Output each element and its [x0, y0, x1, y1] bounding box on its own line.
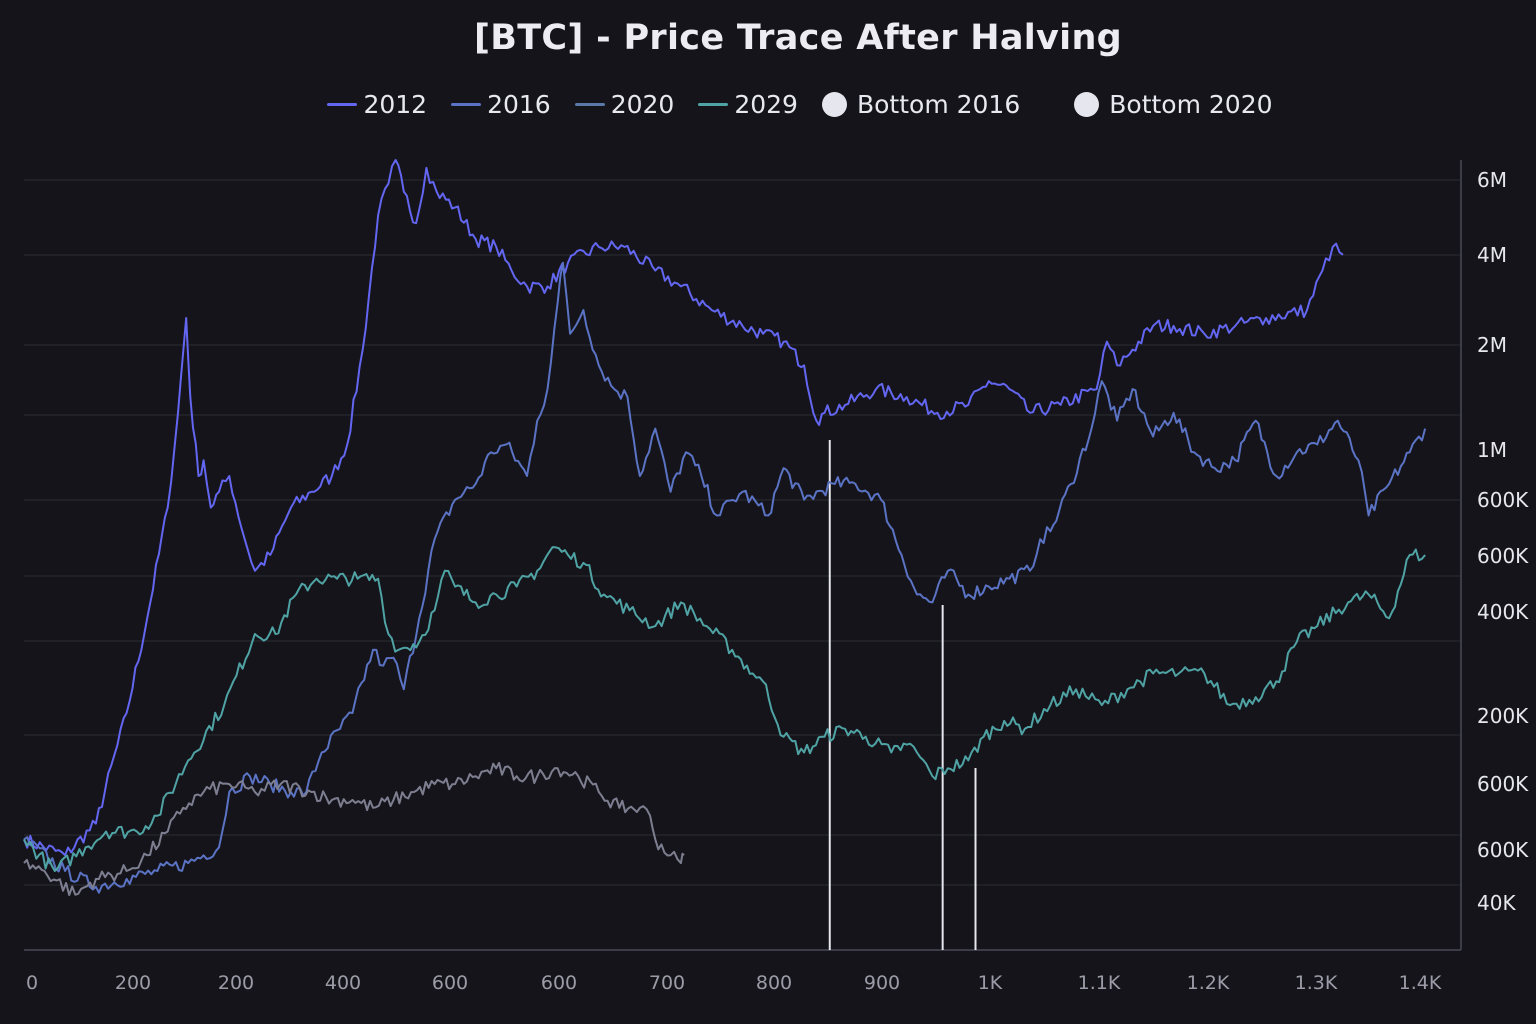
y-tick-label: 200K	[1477, 704, 1529, 728]
y-tick-label: 600K	[1477, 772, 1529, 796]
legend-swatch-line	[327, 103, 358, 106]
x-tick-label: 1.1K	[1078, 972, 1121, 994]
x-tick-label: 1.3K	[1295, 972, 1338, 994]
y-tick-label: 1M	[1477, 438, 1507, 462]
x-tick-label: 0	[26, 972, 38, 994]
legend-item-bottom-2020[interactable]: Bottom 2020	[1074, 90, 1273, 119]
x-tick-label: 200	[115, 972, 151, 994]
axis-layer	[24, 160, 1462, 951]
x-tick-label: 600	[432, 972, 468, 994]
legend-label: 2016	[487, 90, 551, 119]
y-axis-ticks: 6M 4M 2M 1M 600K 600K 400K 200K 600K 600K 40K	[1477, 168, 1529, 915]
legend-swatch-dot	[1074, 92, 1100, 117]
legend-swatch-line	[451, 103, 482, 106]
chart-legend: 2012 2016 2020 2029 Bottom 2016 Bottom 2…	[0, 90, 1536, 119]
y-tick-label: 600K	[1477, 488, 1529, 512]
y-tick-label: 6M	[1477, 168, 1507, 192]
x-tick-label: 1.4K	[1399, 972, 1442, 994]
series-layer	[23, 159, 1427, 896]
legend-item-2029[interactable]: 2029	[698, 90, 798, 119]
legend-item-bottom-2016[interactable]: Bottom 2016	[821, 90, 1021, 119]
grid-layer	[24, 179, 1461, 886]
x-tick-label: 600	[541, 972, 577, 994]
legend-label: Bottom 2020	[1109, 90, 1273, 119]
legend-swatch-line	[698, 103, 729, 106]
legend-item-2012[interactable]: 2012	[327, 90, 427, 119]
y-tick-label: 40K	[1477, 891, 1516, 915]
series-line-2029	[23, 761, 685, 896]
x-tick-label: 700	[649, 972, 685, 994]
x-tick-label: 200	[218, 972, 254, 994]
series-line-2020	[23, 546, 1426, 872]
x-tick-label: 800	[756, 972, 792, 994]
y-tick-label: 600K	[1477, 838, 1529, 862]
y-tick-label: 600K	[1477, 544, 1529, 568]
y-tick-label: 4M	[1477, 243, 1507, 267]
legend-swatch-line	[574, 103, 605, 106]
legend-label: 2029	[734, 90, 798, 119]
legend-label: 2020	[610, 90, 675, 119]
x-tick-label: 1.2K	[1187, 972, 1230, 994]
series-line-2016	[23, 261, 1427, 894]
legend-label: Bottom 2016	[856, 90, 1021, 119]
x-tick-label: 1K	[978, 972, 1003, 994]
x-tick-label: 900	[864, 972, 900, 994]
legend-item-2020[interactable]: 2020	[574, 90, 675, 119]
y-tick-label: 2M	[1477, 333, 1507, 357]
x-tick-label: 400	[325, 972, 361, 994]
legend-swatch-dot	[821, 92, 847, 117]
y-tick-label: 400K	[1477, 600, 1529, 624]
legend-item-2016[interactable]: 2016	[451, 90, 551, 119]
series-line-2012	[23, 159, 1344, 857]
chart-title: [BTC] - Price Trace After Halving	[473, 18, 1123, 58]
legend-label: 2012	[363, 90, 428, 119]
marker-layer	[828, 440, 977, 950]
x-axis-ticks: 0 200 200 400 600 600 700 800 900 1K 1.1K 1.2K 1.3K 1…	[26, 972, 1442, 994]
